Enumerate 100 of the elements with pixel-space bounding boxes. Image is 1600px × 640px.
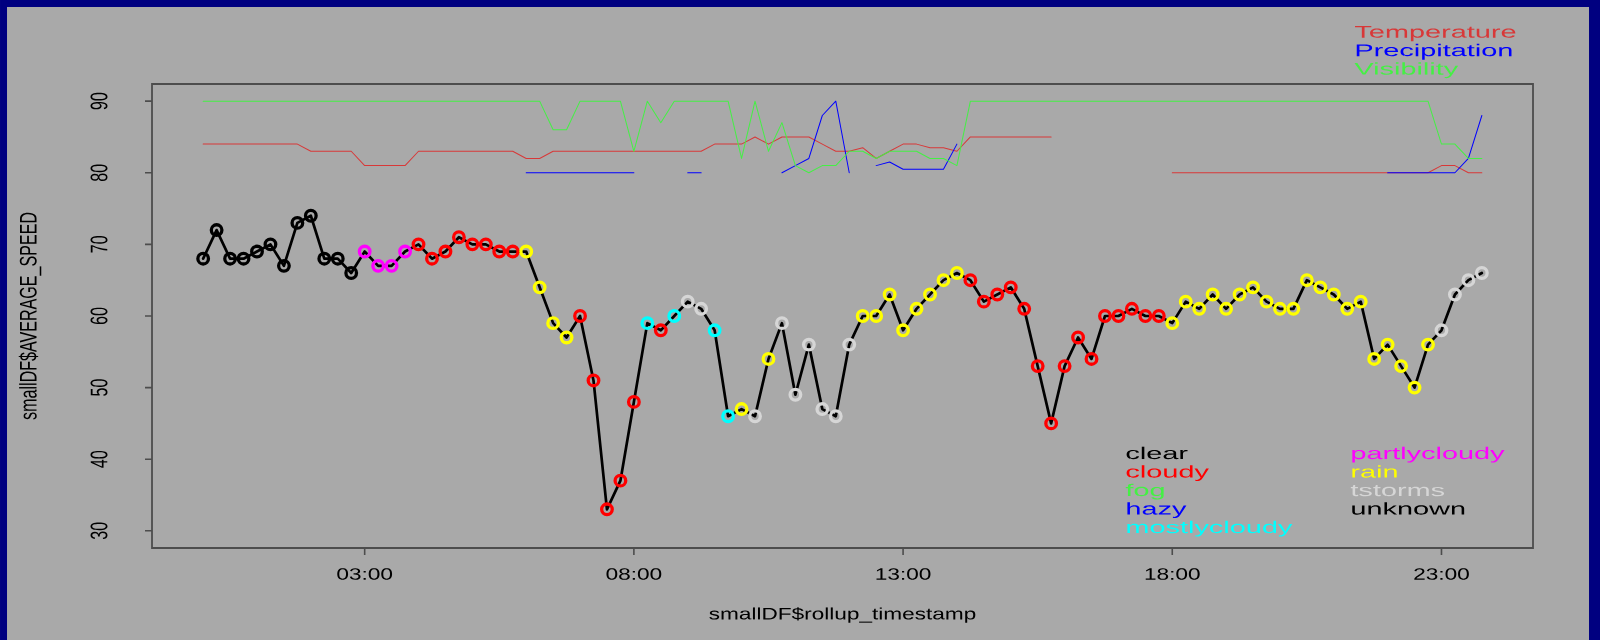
point bbox=[519, 244, 534, 259]
point bbox=[1017, 301, 1032, 316]
y-tick-label: 70 bbox=[90, 236, 108, 253]
point bbox=[1313, 280, 1328, 295]
point bbox=[1434, 323, 1449, 338]
point bbox=[276, 258, 291, 273]
point bbox=[1111, 309, 1126, 323]
point bbox=[855, 309, 870, 323]
point bbox=[1340, 301, 1355, 316]
point bbox=[425, 251, 439, 266]
point bbox=[290, 215, 305, 230]
point bbox=[774, 316, 789, 331]
point bbox=[236, 251, 251, 266]
text: mostlycloudy bbox=[1127, 520, 1293, 537]
point bbox=[1353, 294, 1368, 309]
point bbox=[788, 387, 803, 402]
x-tick-label: 03:00 bbox=[337, 568, 393, 580]
point bbox=[734, 402, 749, 417]
point bbox=[1192, 301, 1207, 316]
x-axis-title: smallDF$rollup_timestamp bbox=[709, 607, 976, 623]
point bbox=[573, 309, 587, 323]
y-tick-label: 40 bbox=[90, 450, 108, 468]
y-axis-title: smallDF$AVERAGE_SPEED bbox=[18, 212, 42, 420]
point bbox=[694, 301, 709, 316]
point bbox=[949, 266, 964, 280]
point bbox=[1124, 301, 1139, 316]
point bbox=[626, 394, 641, 409]
y-tick-label: 60 bbox=[90, 307, 108, 325]
y-tick-label: 50 bbox=[90, 379, 108, 396]
point bbox=[1380, 337, 1395, 352]
point bbox=[1246, 280, 1260, 295]
point bbox=[505, 244, 520, 259]
point bbox=[451, 230, 466, 245]
point bbox=[1326, 287, 1341, 302]
point bbox=[438, 244, 453, 259]
point bbox=[1044, 416, 1059, 431]
point bbox=[909, 301, 924, 316]
point bbox=[196, 251, 211, 266]
point bbox=[1447, 287, 1462, 302]
x-tick-label: 18:00 bbox=[1145, 568, 1200, 580]
point bbox=[532, 280, 547, 295]
point bbox=[1394, 359, 1409, 374]
point bbox=[707, 323, 722, 338]
point bbox=[761, 352, 776, 366]
point bbox=[801, 337, 816, 352]
point bbox=[923, 287, 937, 302]
point bbox=[384, 258, 399, 273]
y-tick-label: 30 bbox=[90, 522, 108, 540]
point bbox=[559, 330, 574, 345]
point bbox=[209, 223, 224, 237]
point bbox=[344, 266, 359, 280]
point bbox=[828, 409, 843, 424]
point bbox=[317, 251, 332, 266]
series-label: Visibility bbox=[1354, 62, 1459, 79]
point bbox=[1421, 337, 1435, 352]
point bbox=[1030, 359, 1045, 374]
point bbox=[842, 337, 857, 352]
point bbox=[1461, 273, 1476, 288]
point bbox=[465, 237, 480, 252]
point bbox=[1205, 287, 1220, 302]
point bbox=[1084, 352, 1099, 366]
y-tick-label: 80 bbox=[90, 164, 108, 182]
point bbox=[1057, 359, 1072, 374]
point bbox=[600, 502, 614, 517]
point bbox=[303, 208, 318, 223]
point bbox=[1474, 266, 1489, 280]
point bbox=[748, 409, 762, 424]
legend-label: hazy bbox=[1127, 502, 1187, 519]
y-tick-label: 90 bbox=[90, 92, 108, 110]
point bbox=[815, 402, 830, 417]
point bbox=[990, 287, 1005, 302]
point bbox=[613, 473, 628, 488]
point bbox=[680, 294, 695, 309]
text: partlycloudy bbox=[1352, 446, 1505, 463]
text: clear bbox=[1126, 446, 1188, 460]
point bbox=[1299, 273, 1314, 288]
text: rain bbox=[1352, 465, 1397, 478]
point bbox=[976, 294, 991, 309]
text: Temperature bbox=[1355, 25, 1516, 42]
point bbox=[1071, 330, 1086, 345]
point bbox=[546, 316, 561, 331]
x-tick-label: 13:00 bbox=[876, 568, 931, 580]
point bbox=[963, 273, 978, 288]
point bbox=[1151, 309, 1166, 323]
point bbox=[1232, 287, 1247, 302]
point bbox=[1098, 309, 1112, 323]
point bbox=[250, 244, 264, 259]
text: Precipitation bbox=[1356, 43, 1512, 60]
point bbox=[869, 309, 884, 323]
point bbox=[263, 237, 278, 252]
point bbox=[330, 251, 345, 266]
point bbox=[398, 244, 413, 259]
point bbox=[1003, 280, 1018, 295]
point bbox=[1138, 309, 1153, 323]
point bbox=[1273, 301, 1287, 316]
point bbox=[640, 316, 655, 331]
point bbox=[478, 237, 493, 252]
point bbox=[1259, 294, 1274, 309]
point bbox=[1219, 301, 1234, 316]
point bbox=[1367, 352, 1382, 366]
